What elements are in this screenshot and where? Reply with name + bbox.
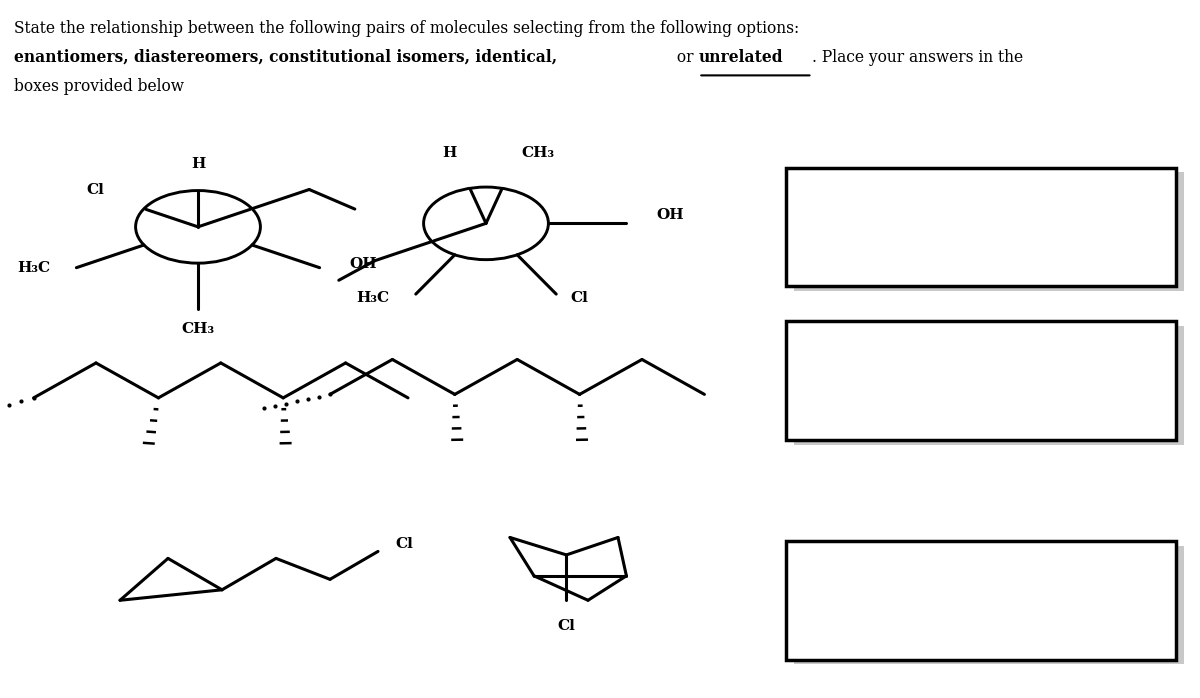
Bar xyxy=(786,541,1176,660)
Text: OH: OH xyxy=(656,208,684,222)
Text: Cl: Cl xyxy=(396,537,413,551)
Text: H₃C: H₃C xyxy=(17,260,50,275)
Text: or: or xyxy=(672,49,698,66)
Bar xyxy=(794,172,1184,291)
Text: Cl: Cl xyxy=(558,619,575,633)
Text: CH₃: CH₃ xyxy=(521,146,554,160)
Text: enantiomers, diastereomers, constitutional isomers, identical,: enantiomers, diastereomers, constitution… xyxy=(14,49,558,66)
Text: H: H xyxy=(191,157,205,171)
Text: Cl: Cl xyxy=(86,183,104,197)
Text: Cl: Cl xyxy=(571,290,588,304)
Bar xyxy=(794,326,1184,445)
Text: State the relationship between the following pairs of molecules selecting from t: State the relationship between the follo… xyxy=(14,20,799,36)
Text: CH₃: CH₃ xyxy=(181,322,215,336)
Text: OH: OH xyxy=(349,257,377,272)
Text: boxes provided below: boxes provided below xyxy=(14,78,185,95)
Text: unrelated: unrelated xyxy=(698,49,784,66)
Bar xyxy=(794,546,1184,664)
Bar xyxy=(786,321,1176,440)
Text: H: H xyxy=(443,146,457,160)
Bar xyxy=(786,168,1176,286)
Text: . Place your answers in the: . Place your answers in the xyxy=(812,49,1024,66)
Text: H₃C: H₃C xyxy=(356,290,389,304)
